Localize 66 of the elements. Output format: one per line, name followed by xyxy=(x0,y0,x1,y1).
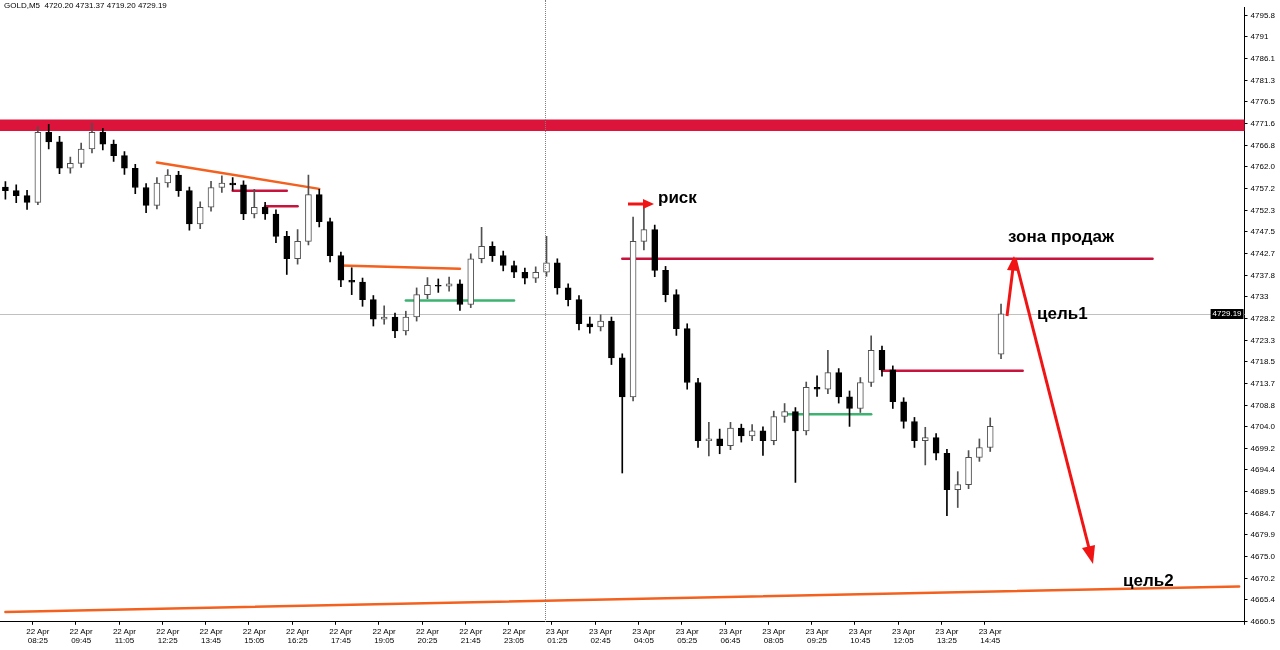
x-tick-label: 22 Apr 13:45 xyxy=(199,626,223,646)
y-tick-label: 4737.8 xyxy=(1250,270,1276,280)
x-tick-label: 23 Apr 13:25 xyxy=(935,626,959,646)
x-tick-label: 22 Apr 12:25 xyxy=(156,626,180,646)
x-tick-label: 23 Apr 08:05 xyxy=(762,626,786,646)
chart-title: GOLD,M5 4720.20 4731.37 4719.20 4729.19 xyxy=(4,1,167,10)
y-tick-label: 4742.7 xyxy=(1250,248,1276,258)
y-tick-label: 4708.8 xyxy=(1250,400,1276,410)
x-tick-label: 22 Apr 11:05 xyxy=(112,626,137,646)
x-tick-label: 23 Apr 14:45 xyxy=(978,626,1003,646)
candlestick xyxy=(250,188,258,219)
x-tick-label: 22 Apr 20:25 xyxy=(415,626,440,646)
y-tick-label: 4786.1 xyxy=(1250,54,1276,64)
candlestick xyxy=(954,471,962,508)
y-tick-label: 4776.5 xyxy=(1250,97,1276,107)
y-tick-label: 4757.2 xyxy=(1250,183,1276,193)
x-tick-label: 22 Apr 15:05 xyxy=(242,626,267,646)
candlestick xyxy=(921,426,929,466)
y-tick-label: 4771.6 xyxy=(1250,119,1276,129)
y-tick-label: 4713.7 xyxy=(1250,378,1276,388)
x-tick-label: 23 Apr 12:05 xyxy=(892,626,916,646)
y-tick-label: 4660.5 xyxy=(1250,617,1276,626)
x-tick-label: 22 Apr 16:25 xyxy=(286,626,310,646)
y-tick-label: 4762.0 xyxy=(1250,162,1276,172)
y-tick-label: 4747.5 xyxy=(1250,227,1276,237)
y-tick-label: 4752.3 xyxy=(1250,205,1276,215)
y-tick-label: 4766.8 xyxy=(1250,140,1276,150)
candlestick xyxy=(380,305,388,325)
y-tick-label: 4781.3 xyxy=(1250,75,1276,85)
x-tick-label: 23 Apr 04:05 xyxy=(632,626,656,646)
y-tick-label: 4733 xyxy=(1250,292,1269,302)
x-tick-label: 23 Apr 10:45 xyxy=(848,626,873,646)
y-tick-label: 4718.5 xyxy=(1250,357,1276,367)
y-tick-label: 4795.8 xyxy=(1250,10,1276,20)
x-tick-label: 22 Apr 08:25 xyxy=(26,626,50,646)
candlestick xyxy=(586,316,594,334)
annotation: зона продаж xyxy=(1008,226,1115,246)
x-tick-label: 23 Apr 09:25 xyxy=(805,626,829,646)
y-tick-label: 4704.0 xyxy=(1250,422,1276,432)
x-tick-label: 22 Apr 21:45 xyxy=(459,626,483,646)
candlestick xyxy=(813,375,821,397)
y-tick-label: 4723.3 xyxy=(1250,335,1276,345)
x-tick-label: 22 Apr 23:05 xyxy=(502,626,526,646)
y-tick-label: 4679.9 xyxy=(1250,530,1276,540)
x-tick-label: 23 Apr 02:45 xyxy=(589,626,613,646)
y-tick-label: 4791 xyxy=(1250,32,1269,42)
x-tick-label: 22 Apr 17:45 xyxy=(329,626,353,646)
annotation: цель2 xyxy=(1123,570,1174,590)
y-tick-label: 4684.7 xyxy=(1250,508,1276,518)
ref-line-label: 4729.19 xyxy=(1212,309,1243,319)
y-tick-label: 4675.0 xyxy=(1250,552,1276,562)
y-tick-label: 4694.4 xyxy=(1250,465,1276,475)
x-tick-label: 23 Apr 06:45 xyxy=(718,626,743,646)
x-tick-label: 22 Apr 19:05 xyxy=(372,626,397,646)
annotation: риск xyxy=(658,187,698,207)
y-tick-label: 4689.5 xyxy=(1250,487,1276,497)
y-tick-label: 4665.4 xyxy=(1250,595,1276,605)
candlestick xyxy=(434,278,442,293)
y-tick-label: 4728.2 xyxy=(1250,313,1276,323)
annotation: цель1 xyxy=(1037,303,1088,323)
y-tick-label: 4699.2 xyxy=(1250,443,1276,453)
candlestick xyxy=(348,267,356,295)
y-tick-label: 4670.2 xyxy=(1250,573,1276,583)
x-tick-label: 23 Apr 05:25 xyxy=(675,626,700,646)
x-tick-label: 23 Apr 01:25 xyxy=(545,626,570,646)
x-tick-label: 22 Apr 09:45 xyxy=(69,626,94,646)
